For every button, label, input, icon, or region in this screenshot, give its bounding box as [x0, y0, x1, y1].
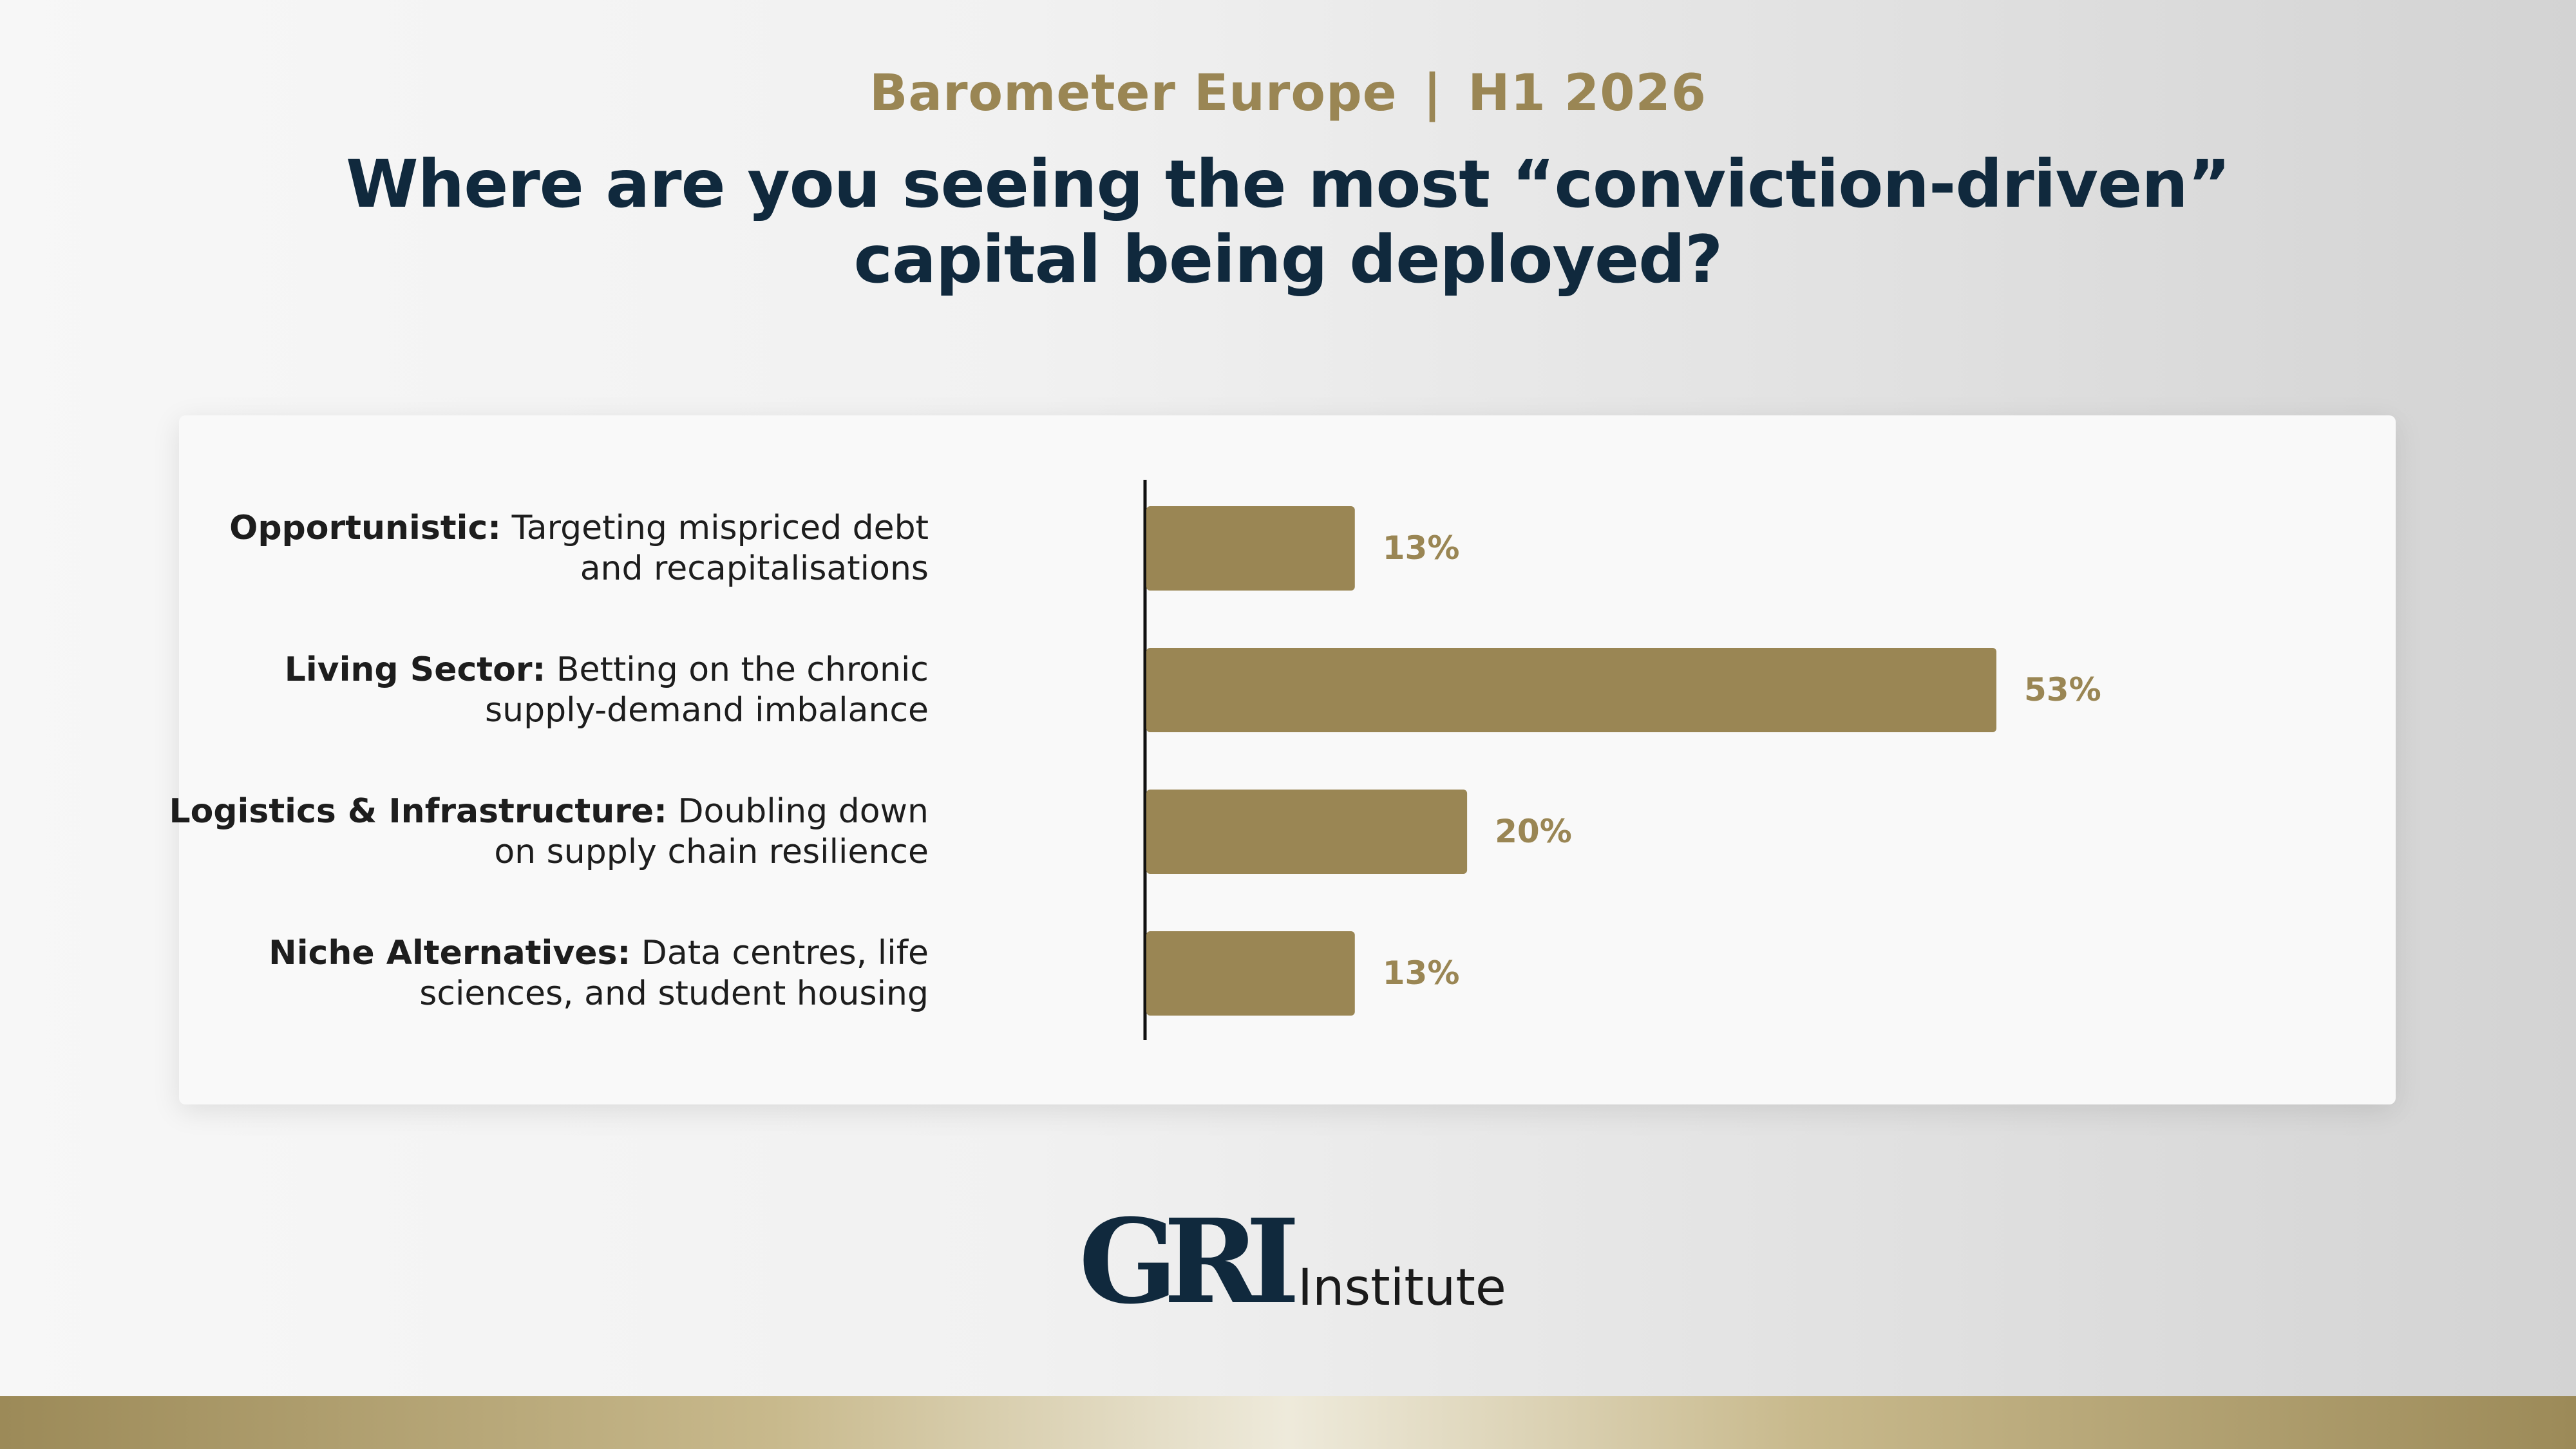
category-label-1: Opportunistic: Targeting mispriced debt a… [229, 508, 929, 588]
category-label-4: Niche Alternatives: Data centres, life sc… [269, 933, 929, 1013]
category-label-2: Living Sector: Betting on the chronic sup… [284, 650, 929, 730]
bar-4 [1146, 931, 1355, 1016]
subtitle-separator: | [1423, 64, 1443, 122]
footer-gold-band [0, 1396, 2576, 1449]
chart-title-line-2: capital being deployed? [853, 222, 1723, 298]
chart-title: Where are you seeing the most “convictio… [322, 147, 2254, 298]
report-period: H1 2026 [1468, 64, 1707, 122]
bar-1 [1146, 506, 1355, 591]
bar-3 [1146, 790, 1468, 874]
chart-title-line-1: Where are you seeing the most “convictio… [346, 146, 2231, 223]
report-subtitle: Barometer Europe | H1 2026 [0, 64, 2576, 122]
bar-2 [1146, 648, 1996, 732]
logo-wordmark: Institute [1298, 1259, 1506, 1317]
category-label-3: Logistics & Infrastructure: Doubling dow… [169, 791, 929, 871]
data-label-3: 20% [1495, 812, 1572, 850]
data-label-2: 53% [2024, 670, 2101, 708]
logo-mark: GRI [1079, 1194, 1300, 1330]
data-label-4: 13% [1382, 954, 1460, 992]
bar-chart [1143, 480, 1996, 1040]
report-name: Barometer Europe [869, 64, 1397, 122]
data-label-1: 13% [1382, 529, 1460, 567]
gri-institute-logo: GRI Institute [1079, 1204, 1530, 1320]
chart-card: 13% Opportunistic: Targeting mispriced de… [169, 415, 2396, 1104]
